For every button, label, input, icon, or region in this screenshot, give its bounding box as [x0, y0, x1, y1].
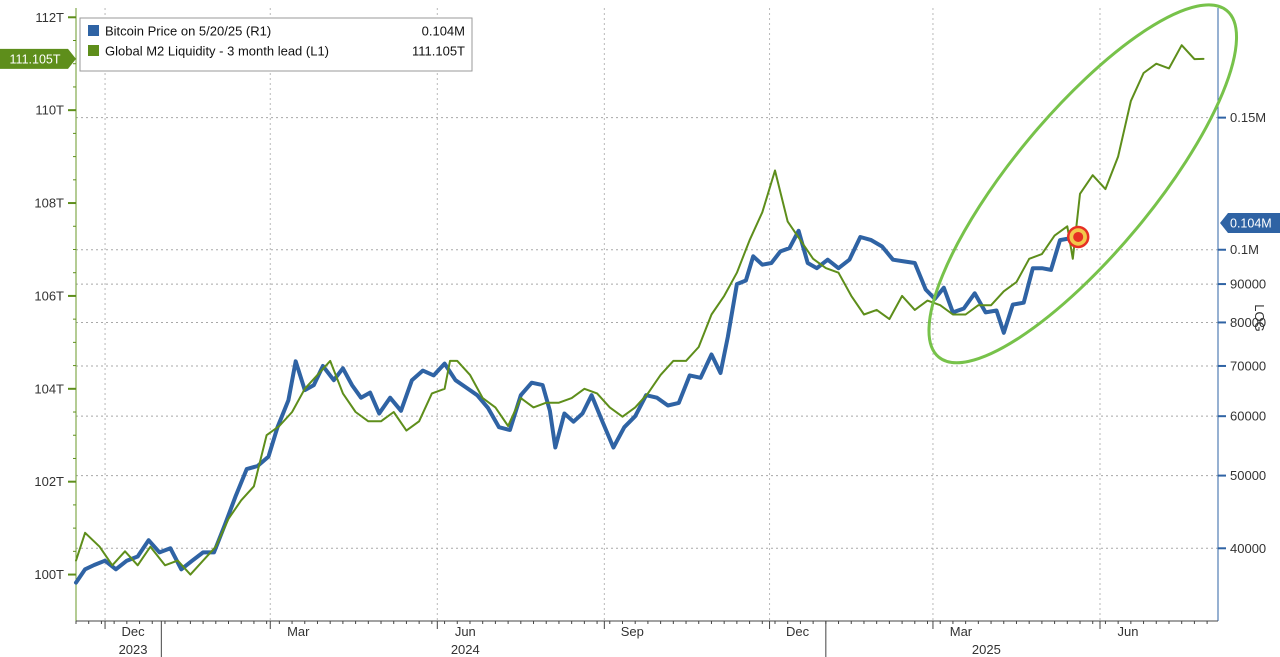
x-axis-month-label: Jun [455, 624, 476, 639]
left-axis-tick-label: 110T [35, 103, 64, 118]
left-axis-tick-label: 104T [34, 381, 64, 396]
right-axis-tick-label: 0.1M [1230, 242, 1259, 257]
legend-box [79, 17, 473, 72]
legend-label: Global M2 Liquidity - 3 month lead (L1) [105, 44, 329, 59]
right-axis-tick-label: 70000 [1230, 358, 1266, 373]
x-axis-month-label: Dec [121, 624, 145, 639]
left-axis-tick-label: 100T [34, 567, 64, 582]
legend-label: Bitcoin Price on 5/20/25 (R1) [105, 24, 271, 39]
bitcoin-price-line [74, 228, 1081, 585]
left-axis-tick-label: 102T [34, 474, 64, 489]
highlight-ellipse [927, 3, 1239, 365]
right-axis-tick-label: 50000 [1230, 468, 1266, 483]
left-axis-tick-label: 106T [34, 288, 64, 303]
right-axis-tick-label: 0.15M [1230, 110, 1266, 125]
m2-last-value-label: 111.105T [10, 52, 61, 66]
right-axis-tick-label: 60000 [1230, 409, 1266, 424]
left-axis-tick-label: 108T [34, 196, 64, 211]
right-axis-tick-label: 90000 [1230, 277, 1266, 292]
x-axis-month-label: Jun [1118, 624, 1139, 639]
marker-dot [1073, 231, 1084, 242]
legend-value: 0.104M [422, 24, 465, 39]
x-axis-year-label: 2025 [972, 642, 1001, 657]
plot-area [76, 8, 1218, 621]
left-axis-tick-label: 112T [35, 10, 64, 25]
legend-swatch [88, 45, 99, 56]
x-axis-month-label: Dec [786, 624, 810, 639]
m2-last-value-flag [0, 48, 76, 69]
legend-value: 111.105T [412, 44, 465, 59]
right-axis-tick-label: 80000 [1230, 315, 1266, 330]
x-axis-month-label: Sep [621, 624, 644, 639]
x-axis-month-label: Mar [287, 624, 310, 639]
x-axis-year-label: 2024 [451, 642, 480, 657]
log-scale-label: LOG [1252, 304, 1267, 331]
legend-swatch [88, 25, 99, 36]
x-axis-year-label: 2023 [119, 642, 148, 657]
btc-last-value-label: 0.104M [1230, 216, 1272, 230]
global-m2-line [75, 44, 1205, 576]
right-axis-tick-label: 40000 [1230, 541, 1266, 556]
x-axis-month-label: Mar [950, 624, 973, 639]
btc-last-value-flag [1220, 212, 1280, 233]
